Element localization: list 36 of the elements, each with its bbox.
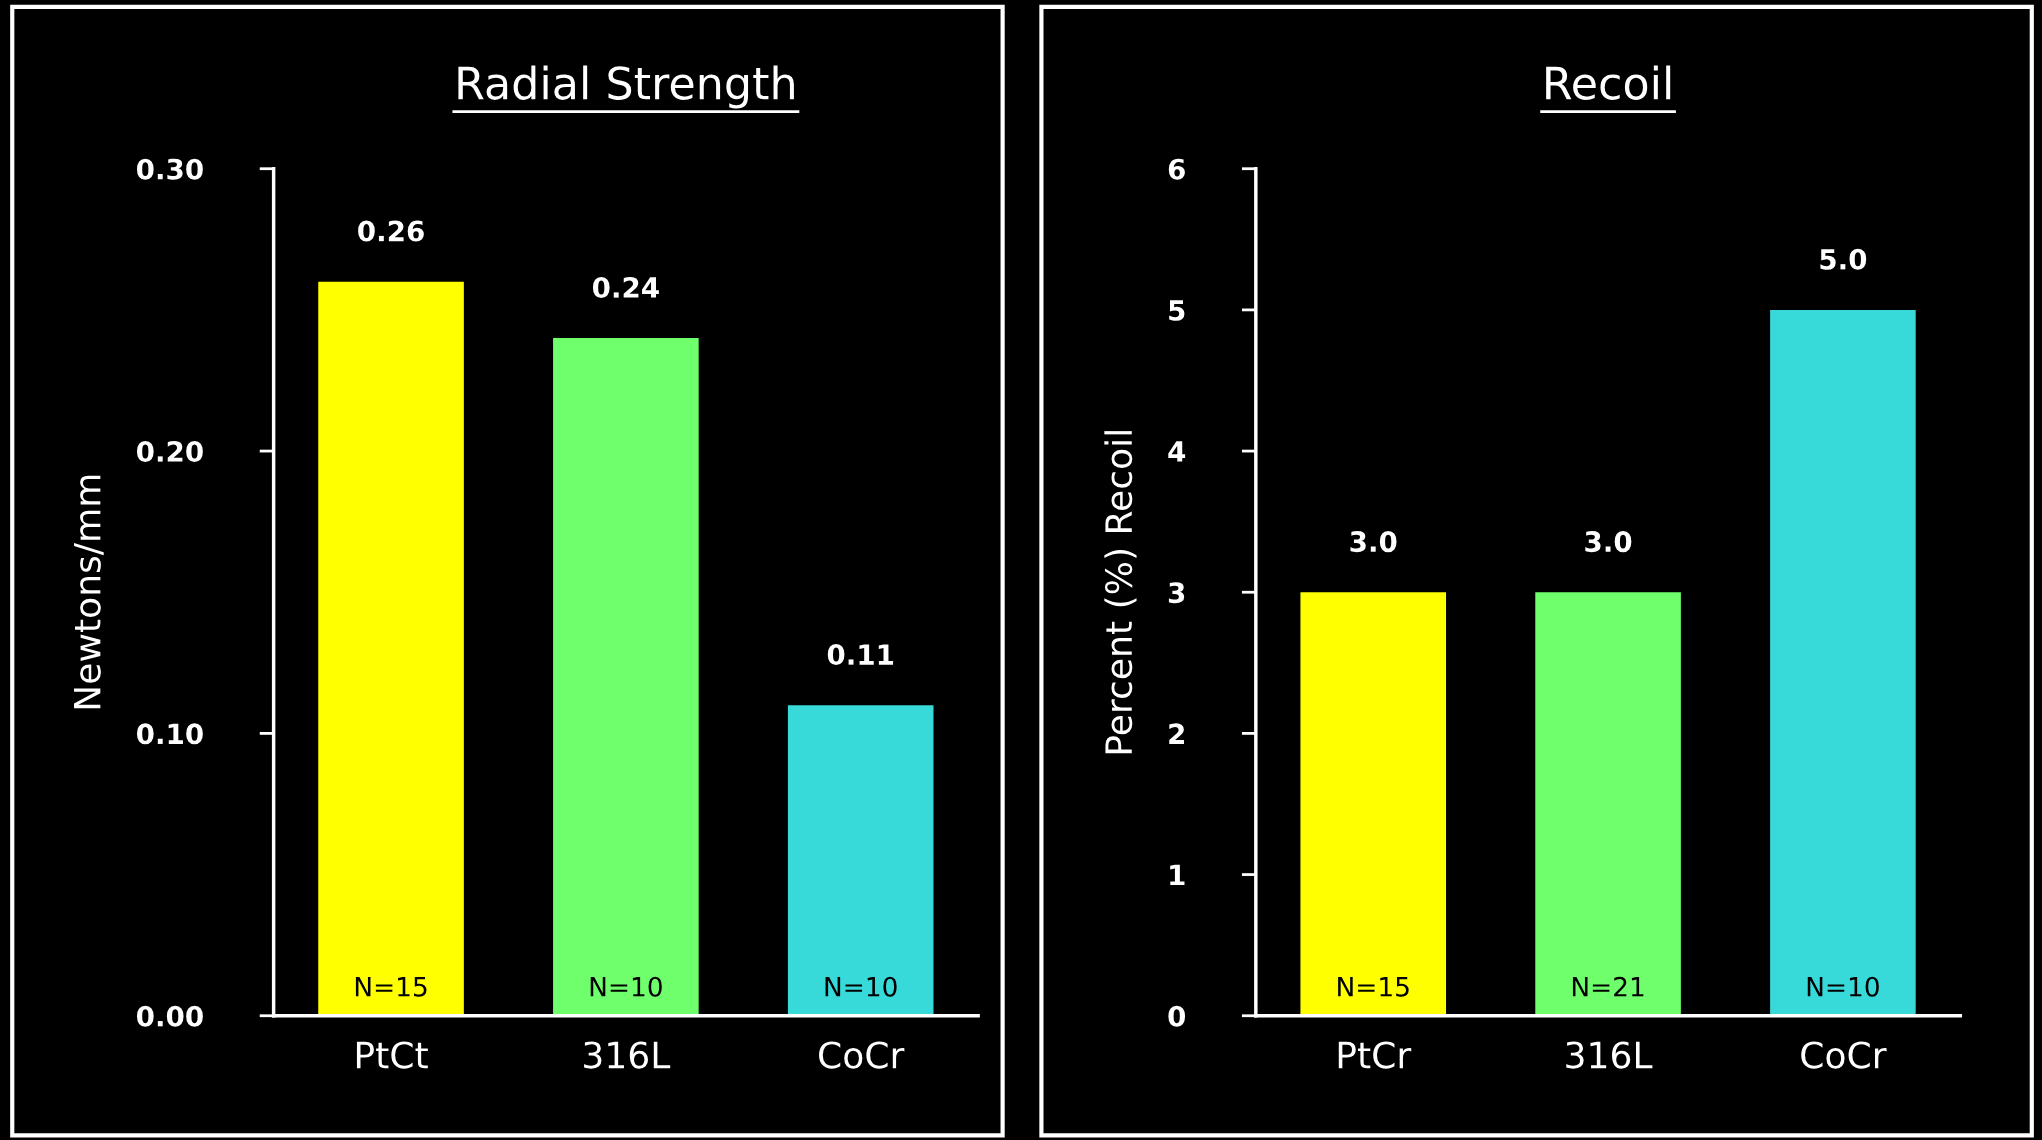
bar	[787, 705, 934, 1016]
chart-title: Recoil	[1546, 65, 1671, 100]
y-tick-label: 0.00	[136, 1005, 203, 1027]
y-tick-label: 0	[1168, 1005, 1186, 1027]
annotation: N=15	[355, 977, 427, 997]
y-tick-label: 0.10	[136, 723, 203, 745]
x-tick-label: CoCr	[1801, 1041, 1887, 1069]
data-label: 3.0	[1585, 531, 1632, 553]
bar	[318, 281, 464, 1016]
annotation: N=21	[1572, 976, 1644, 997]
x-tick-label: 316L	[1566, 1041, 1653, 1069]
bar	[553, 338, 699, 1016]
data-label: 0.24	[592, 277, 659, 299]
y-tick-label: 4	[1168, 441, 1186, 462]
y-tick-label: 5	[1169, 300, 1185, 321]
annotation: N=10	[590, 976, 662, 997]
y-tick-label: 6	[1168, 158, 1185, 180]
annotation: N=15	[1338, 977, 1409, 997]
y-axis-title: Newtons/mm	[74, 475, 104, 709]
y-axis-title: Percent (%) Recoil	[1104, 431, 1137, 754]
y-tick-label: 1	[1170, 864, 1185, 886]
chart-title: Radial Strength	[458, 65, 794, 109]
y-tick-label: 3	[1168, 582, 1185, 604]
x-tick-label: PtCr	[1338, 1041, 1412, 1069]
y-tick-label: 0.30	[136, 158, 203, 180]
data-label: 0.26	[358, 220, 424, 242]
data-label: 5.0	[1820, 248, 1867, 270]
data-label: 0.11	[827, 644, 894, 666]
y-tick-label: 0.20	[136, 441, 203, 463]
annotation: N=10	[825, 976, 897, 997]
y-tick-label: 2	[1169, 723, 1184, 744]
x-tick-label: CoCr	[819, 1041, 905, 1069]
data-label: 3.0	[1350, 531, 1397, 553]
x-tick-label: PtCt	[356, 1041, 428, 1069]
x-tick-label: 316L	[584, 1041, 671, 1069]
annotation: N=10	[1807, 976, 1879, 997]
